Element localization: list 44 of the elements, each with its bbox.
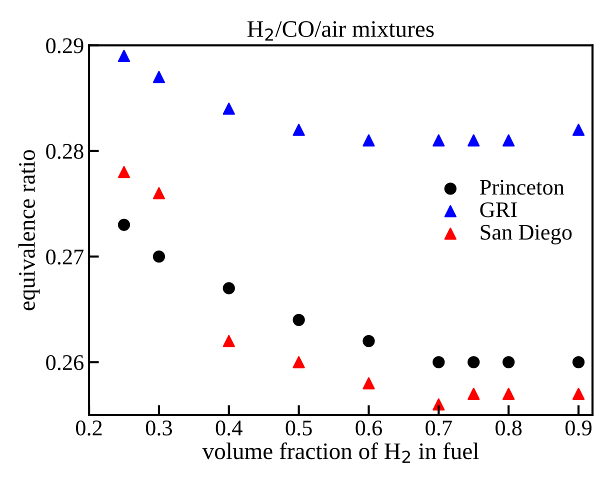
point [502,356,515,368]
point [222,282,235,294]
point [292,124,305,136]
point [572,124,585,136]
point [432,356,445,368]
point [362,334,375,348]
legend-label: GRI [480,202,517,218]
x-tick-label: 0.6 [356,420,382,436]
point [572,388,585,400]
y-tick-label: 0.26 [46,355,84,370]
point [468,356,480,368]
chart-title: H$_{2}$/CO/air mixtures [247,21,434,41]
point [362,134,375,146]
point [362,377,375,390]
x-tick-label: 0.4 [216,420,242,436]
x-tick-label: 0.5 [286,420,312,436]
x-tick-label: 0.8 [496,420,522,436]
point [468,134,480,146]
point [292,314,305,326]
y-axis-title: equivalence ratio [18,150,40,310]
point [502,134,515,146]
point [222,102,235,115]
point [118,166,130,178]
point [152,70,166,84]
x-tick-label: 0.7 [426,420,452,436]
point [432,134,445,146]
legend-label: San Diego [480,224,572,244]
point [152,250,166,263]
point [572,356,585,368]
x-tick-label: 0.9 [565,420,592,436]
point [152,187,166,200]
x-tick-label: 0.2 [76,420,102,436]
x-axis-title: volume fraction of H$_{2}$ in fuel [202,442,479,463]
point [118,50,130,62]
y-tick-label: 0.28 [46,144,84,159]
point [222,334,235,348]
point [292,356,305,368]
x-tick-label: 0.3 [146,420,172,436]
point [468,388,480,400]
point [118,218,130,231]
y-tick-label: 0.27 [46,249,84,265]
point [502,388,515,400]
legend-label: Princeton [480,180,564,195]
y-tick-label: 0.29 [46,38,84,54]
